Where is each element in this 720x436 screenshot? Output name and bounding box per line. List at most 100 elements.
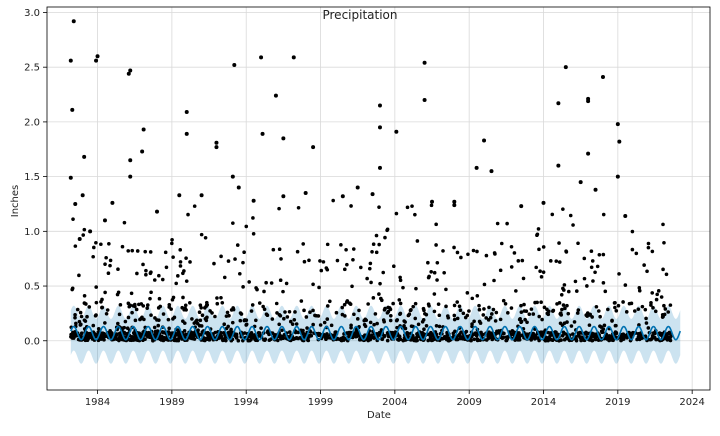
- data-point: [505, 221, 509, 226]
- data-point: [429, 269, 433, 274]
- data-point: [204, 303, 209, 307]
- data-point: [437, 324, 442, 329]
- data-point: [257, 301, 262, 305]
- data-point: [108, 263, 112, 268]
- data-point: [427, 304, 431, 308]
- data-point: [322, 320, 327, 325]
- data-point: [83, 319, 88, 323]
- data-point: [301, 328, 305, 333]
- data-point: [491, 307, 496, 312]
- data-point: [130, 248, 135, 253]
- data-point: [381, 318, 386, 322]
- data-point: [261, 304, 265, 309]
- data-point: [487, 305, 491, 310]
- data-point: [107, 241, 111, 246]
- data-point: [668, 303, 673, 307]
- y-tick-label: 2.5: [24, 63, 40, 74]
- data-point: [133, 318, 138, 323]
- data-point: [152, 325, 157, 330]
- data-point: [403, 326, 408, 331]
- data-point: [557, 260, 562, 264]
- data-point: [452, 199, 457, 204]
- data-point: [452, 245, 456, 250]
- data-point: [398, 312, 402, 316]
- data-point: [590, 259, 595, 263]
- data-point: [509, 244, 514, 249]
- data-point: [383, 235, 387, 240]
- data-point: [422, 308, 426, 313]
- data-point: [181, 295, 185, 300]
- data-point: [126, 249, 131, 253]
- data-point: [81, 233, 86, 237]
- data-point: [73, 312, 77, 317]
- data-point: [130, 310, 134, 315]
- data-point: [594, 304, 599, 309]
- data-point: [118, 303, 123, 307]
- data-point: [414, 286, 418, 291]
- data-point: [382, 334, 386, 339]
- data-point: [83, 338, 88, 343]
- data-point: [602, 323, 607, 328]
- data-point: [192, 204, 197, 208]
- data-point: [405, 330, 409, 335]
- data-point: [331, 198, 335, 203]
- data-point: [519, 303, 523, 308]
- data-point: [617, 272, 621, 276]
- data-point: [461, 311, 466, 316]
- data-point: [70, 286, 75, 291]
- data-point: [456, 333, 461, 338]
- data-point: [342, 267, 347, 272]
- data-point: [666, 310, 671, 314]
- data-point: [250, 336, 254, 340]
- data-point: [363, 324, 368, 329]
- data-point: [184, 256, 188, 260]
- data-point: [308, 310, 312, 315]
- data-point: [558, 311, 563, 316]
- data-point: [198, 303, 203, 308]
- data-point: [184, 110, 189, 115]
- data-point: [319, 268, 324, 273]
- data-point: [413, 212, 417, 217]
- data-point: [152, 278, 157, 282]
- data-point: [236, 338, 241, 343]
- data-point: [274, 301, 279, 306]
- data-point: [377, 292, 381, 296]
- data-point: [192, 321, 197, 325]
- y-tick-label: 0.0: [24, 336, 40, 347]
- data-point: [447, 338, 452, 343]
- data-point: [222, 275, 227, 280]
- data-point: [644, 316, 648, 321]
- data-point: [415, 239, 420, 243]
- data-point: [148, 296, 152, 301]
- data-point: [148, 271, 153, 276]
- data-point: [95, 54, 100, 59]
- data-point: [170, 237, 174, 242]
- data-point: [139, 316, 143, 321]
- data-point: [351, 257, 355, 262]
- data-point: [254, 318, 258, 323]
- data-point: [394, 211, 399, 216]
- data-point: [199, 232, 204, 237]
- data-point: [303, 191, 308, 196]
- data-point: [88, 335, 93, 340]
- data-point: [188, 260, 192, 264]
- data-point: [403, 320, 407, 324]
- data-point: [351, 247, 356, 251]
- data-point: [467, 309, 471, 313]
- data-point: [222, 336, 227, 341]
- data-point: [255, 287, 259, 292]
- data-point: [182, 321, 187, 325]
- data-point: [398, 278, 403, 283]
- data-point: [251, 231, 256, 236]
- data-point: [563, 65, 568, 70]
- data-point: [603, 289, 608, 294]
- y-tick-label: 1.5: [24, 172, 40, 183]
- data-point: [190, 317, 194, 321]
- data-point: [663, 336, 668, 341]
- data-point: [455, 300, 460, 304]
- data-point: [249, 332, 254, 337]
- data-point: [73, 244, 78, 248]
- data-point: [115, 292, 120, 297]
- data-point: [198, 318, 203, 323]
- data-point: [650, 291, 655, 295]
